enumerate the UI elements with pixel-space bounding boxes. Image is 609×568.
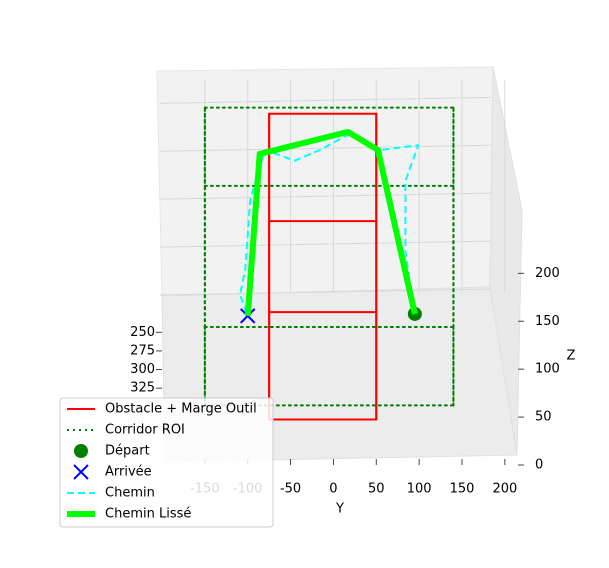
legend-label: Corridor ROI: [105, 423, 185, 438]
back-pane: [156, 66, 494, 297]
y-tick-label: 200: [492, 482, 517, 497]
grid-line: [159, 144, 492, 152]
y-tick-label: 100: [407, 482, 432, 497]
grid-line: [159, 96, 492, 104]
x-tick-label: 300: [130, 362, 155, 377]
legend-label: Départ: [105, 444, 150, 459]
grid-line: [159, 288, 492, 296]
z-axis-label: Z: [567, 349, 576, 364]
y-tick-label: 0: [329, 482, 337, 497]
z-tick-label: 50: [535, 410, 552, 425]
path-line: [239, 132, 420, 317]
legend-label: Obstacle + Marge Outil: [105, 402, 257, 417]
legend-label: Chemin: [105, 486, 155, 501]
path-line: [244, 128, 418, 317]
z-tick-label: 0: [535, 458, 543, 473]
grid-line: [159, 192, 492, 200]
y-tick-label: 50: [368, 482, 385, 497]
y-axis-label: Y: [335, 502, 344, 517]
z-tick-label: 150: [535, 314, 560, 329]
y-tick-label: -50: [280, 482, 301, 497]
y-tick-label: 150: [450, 482, 475, 497]
legend-label: Chemin Lissé: [105, 507, 191, 522]
z-tick-label: 200: [535, 266, 560, 281]
x-tick-label: 250: [130, 325, 155, 340]
legend-box: [59, 397, 274, 528]
z-tick-label: 100: [535, 362, 560, 377]
x-tick-label: 325: [130, 381, 155, 396]
point: [240, 308, 256, 324]
legend-marker: [74, 444, 88, 458]
x-tick-label: 275: [130, 343, 155, 358]
legend-label: Arrivée: [105, 465, 152, 480]
grid-line: [159, 240, 492, 248]
legend-marker: [73, 464, 89, 480]
